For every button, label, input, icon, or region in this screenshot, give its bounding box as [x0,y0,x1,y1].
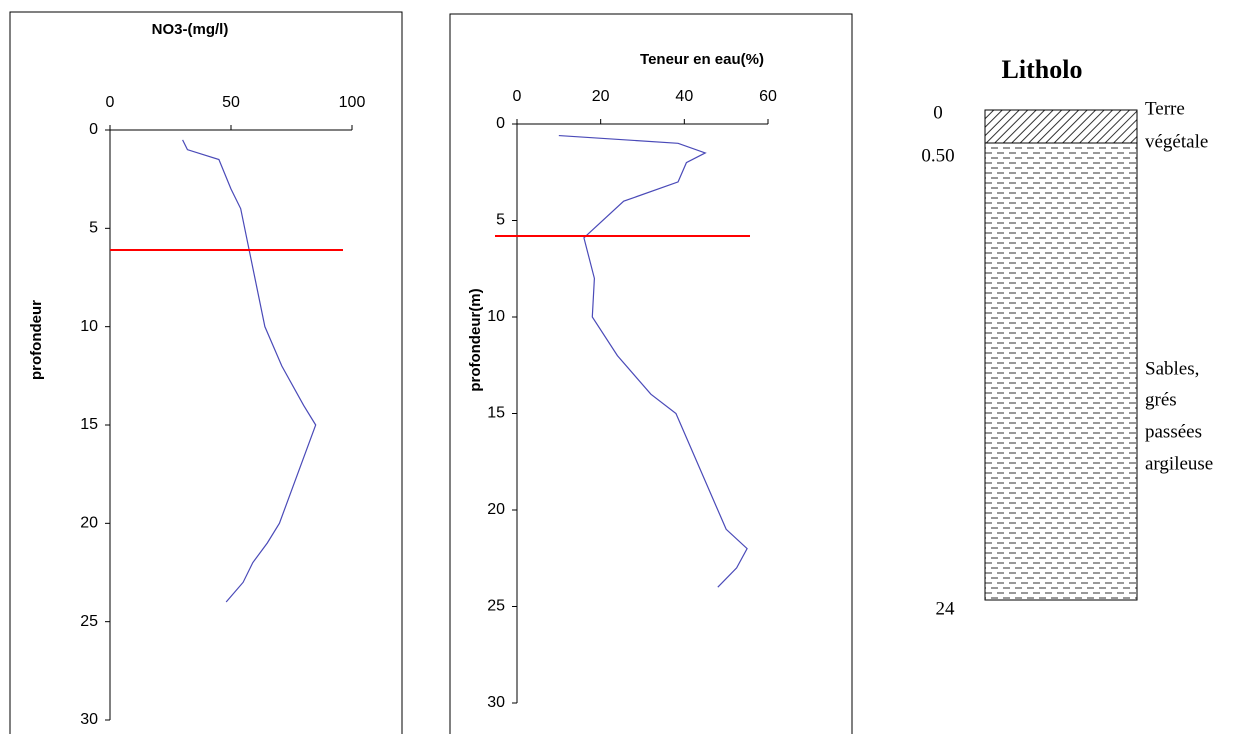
y-tick-label: 0 [496,115,505,132]
y-tick-label: 5 [496,212,505,229]
y-tick-label: 15 [487,405,505,422]
y-tick-label: 20 [487,501,505,518]
depth-label: 0 [933,102,943,123]
layer-label: végétale [1145,131,1208,152]
layer-topsoil [984,109,1138,144]
y-tick-label: 5 [89,220,98,237]
lithology-title: Litholo [1002,55,1083,84]
data-line [558,134,748,588]
x-tick-label: 40 [675,88,693,105]
x-tick-label: 50 [222,94,240,111]
axis-label: profondeur [28,300,45,380]
y-tick-label: 25 [487,598,505,615]
layer-label: Sables, [1145,358,1199,379]
depth-label: 24 [936,598,956,619]
chart-frame [449,13,853,734]
chart-title: NO3-(mg/l) [152,21,229,38]
layer-label: Terre [1145,98,1185,119]
layer-label: grés [1145,389,1177,410]
x-tick-label: 60 [759,88,777,105]
depth-label: 0.50 [921,145,954,166]
layer-sand [984,142,1138,601]
layer-label: passées [1145,421,1202,442]
chart-frame [9,11,403,734]
y-tick-label: 25 [80,613,98,630]
axis-label: profondeur(m) [467,288,484,391]
layer-label: argileuse [1145,453,1213,474]
x-tick-label: 0 [513,88,522,105]
y-tick-label: 30 [487,694,505,711]
y-tick-label: 15 [80,416,98,433]
x-tick-label: 20 [592,88,610,105]
chart-title: Teneur en eau(%) [640,51,764,68]
lithology: Litholo 0 0.50 24 Terre végétale Sables, gr… [921,55,1213,619]
y-tick-label: 0 [89,121,98,138]
data-line [182,139,317,603]
y-tick-label: 20 [80,515,98,532]
x-tick-label: 100 [339,94,366,111]
x-tick-label: 0 [106,94,115,111]
y-tick-label: 10 [487,308,505,325]
y-tick-label: 10 [80,318,98,335]
y-tick-label: 30 [80,711,98,728]
